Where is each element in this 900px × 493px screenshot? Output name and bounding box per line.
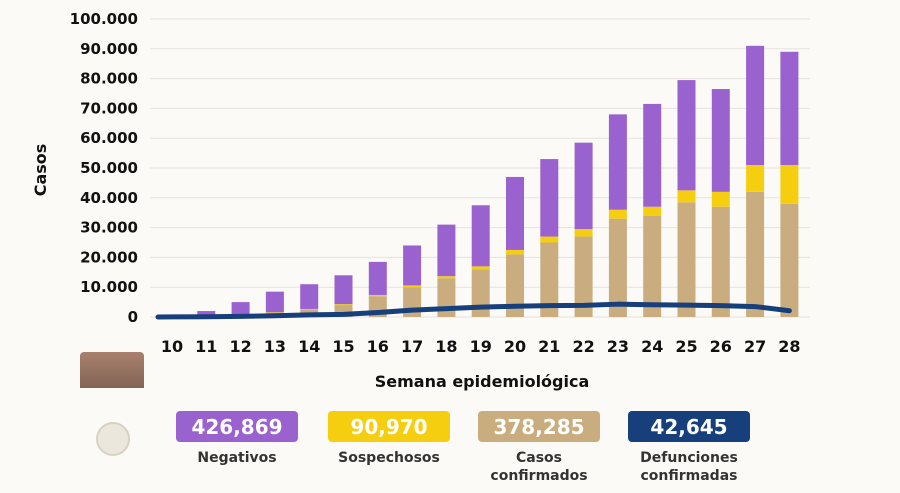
deaths-line-path (155, 301, 792, 320)
negativos-total: 426,869 (176, 411, 298, 442)
bar-negativos (334, 275, 353, 305)
bar-negativos (643, 103, 662, 207)
bar-sospechosos (334, 304, 353, 306)
x-tick-label: 15 (332, 337, 354, 356)
bar-negativos (300, 284, 319, 309)
bar-sospechosos (265, 312, 284, 313)
government-logo (80, 352, 144, 388)
bar-sospechosos (677, 190, 696, 203)
x-tick-label: 23 (607, 337, 629, 356)
bar-negativos (574, 142, 593, 230)
bar-casos-confirmados (643, 215, 662, 317)
bar-sospechosos (608, 209, 627, 219)
bar-negativos (265, 291, 284, 313)
bar-negativos (677, 80, 696, 191)
bar-casos-confirmados (677, 202, 696, 317)
bar-casos-confirmados (780, 203, 799, 317)
bar-casos-confirmados (574, 236, 593, 317)
bar-casos-confirmados (506, 254, 524, 317)
y-tick-label: 30.000 (80, 219, 138, 237)
bar-negativos (780, 51, 799, 166)
gridlines (150, 18, 810, 318)
bar-negativos (197, 311, 216, 317)
bars (163, 45, 799, 318)
x-tick-label: 28 (778, 337, 800, 356)
bar-sospechosos (506, 249, 524, 255)
bar-negativos (231, 302, 250, 316)
x-tick-label: 14 (298, 337, 320, 356)
bar-sospechosos (746, 165, 765, 192)
bar-sospechosos (471, 266, 490, 270)
bar-sospechosos (540, 236, 559, 243)
defunciones-label: Defunciones confirmadas (640, 450, 738, 484)
bar-negativos (506, 176, 524, 250)
x-tick-label: 19 (470, 337, 492, 356)
bar-sospechosos (711, 191, 730, 207)
x-tick-label: 20 (504, 337, 526, 356)
bar-negativos (471, 205, 490, 267)
y-tick-label: 100.000 (70, 10, 138, 28)
deaths-line (155, 301, 792, 320)
y-tick-label: 20.000 (80, 248, 138, 266)
bar-negativos (746, 45, 765, 166)
y-axis-title: Casos (31, 144, 50, 197)
bar-sospechosos (437, 276, 456, 279)
bar-sospechosos (368, 294, 387, 297)
bar-negativos (608, 114, 627, 210)
x-tick-label: 22 (572, 337, 594, 356)
legend-confirmados: 378,285 Casos confirmados (478, 411, 600, 485)
x-tick-label: 10 (161, 337, 183, 356)
bar-negativos (540, 159, 559, 237)
y-tick-label: 10.000 (80, 278, 138, 296)
y-tick-label: 90.000 (80, 40, 138, 58)
x-tick-label: 25 (675, 337, 697, 356)
x-tick-label: 12 (229, 337, 251, 356)
bar-negativos (403, 245, 422, 286)
x-tick-label: 18 (435, 337, 457, 356)
y-tick-label: 40.000 (80, 189, 138, 207)
y-tick-label: 60.000 (80, 129, 138, 147)
bar-casos-confirmados (608, 218, 627, 317)
bar-casos-confirmados (334, 305, 353, 317)
y-axis-ticks: 0 10.000 20.000 30.000 40.000 50.000 60.000 70.… (70, 10, 138, 326)
bar-negativos (368, 261, 387, 295)
confirmados-label: Casos confirmados (490, 450, 588, 484)
x-tick-label: 16 (367, 337, 389, 356)
defunciones-total: 42,645 (628, 411, 750, 442)
stacked-bar-chart: 0 10.000 20.000 30.000 40.000 50.000 60.000 70.… (31, 10, 810, 391)
bar-casos-confirmados (540, 242, 559, 317)
x-tick-label: 24 (641, 337, 663, 356)
legend-negativos: 426,869 Negativos (176, 411, 298, 467)
legend-defunciones: 42,645 Defunciones confirmadas (628, 411, 750, 485)
y-tick-label: 70.000 (80, 99, 138, 117)
x-tick-label: 27 (744, 337, 766, 356)
x-axis-title: Semana epidemiológica (375, 372, 590, 391)
sospechosos-label: Sospechosos (338, 450, 440, 466)
bar-sospechosos (403, 285, 422, 288)
y-tick-label: 50.000 (80, 159, 138, 177)
bar-negativos (711, 89, 730, 192)
y-tick-label: 80.000 (80, 70, 138, 88)
x-tick-label: 26 (710, 337, 732, 356)
x-axis-ticks: 10 11 12 13 14 15 16 17 18 19 20 21 22 23 24 25 26 27 28 (161, 337, 801, 356)
national-seal-icon (96, 422, 130, 456)
x-tick-label: 11 (195, 337, 217, 356)
x-tick-label: 13 (264, 337, 286, 356)
y-tick-label: 0 (128, 308, 138, 326)
bar-negativos (437, 224, 456, 277)
confirmados-total: 378,285 (478, 411, 600, 442)
bar-sospechosos (300, 308, 319, 310)
bar-casos-confirmados (746, 191, 765, 317)
bar-casos-confirmados (711, 206, 730, 317)
legend-sospechosos: 90,970 Sospechosos (328, 411, 450, 467)
bar-sospechosos (574, 229, 593, 237)
bar-sospechosos (780, 165, 799, 204)
negativos-label: Negativos (197, 450, 277, 466)
x-tick-label: 21 (538, 337, 560, 356)
bar-sospechosos (643, 206, 662, 216)
x-tick-label: 17 (401, 337, 423, 356)
sospechosos-total: 90,970 (328, 411, 450, 442)
